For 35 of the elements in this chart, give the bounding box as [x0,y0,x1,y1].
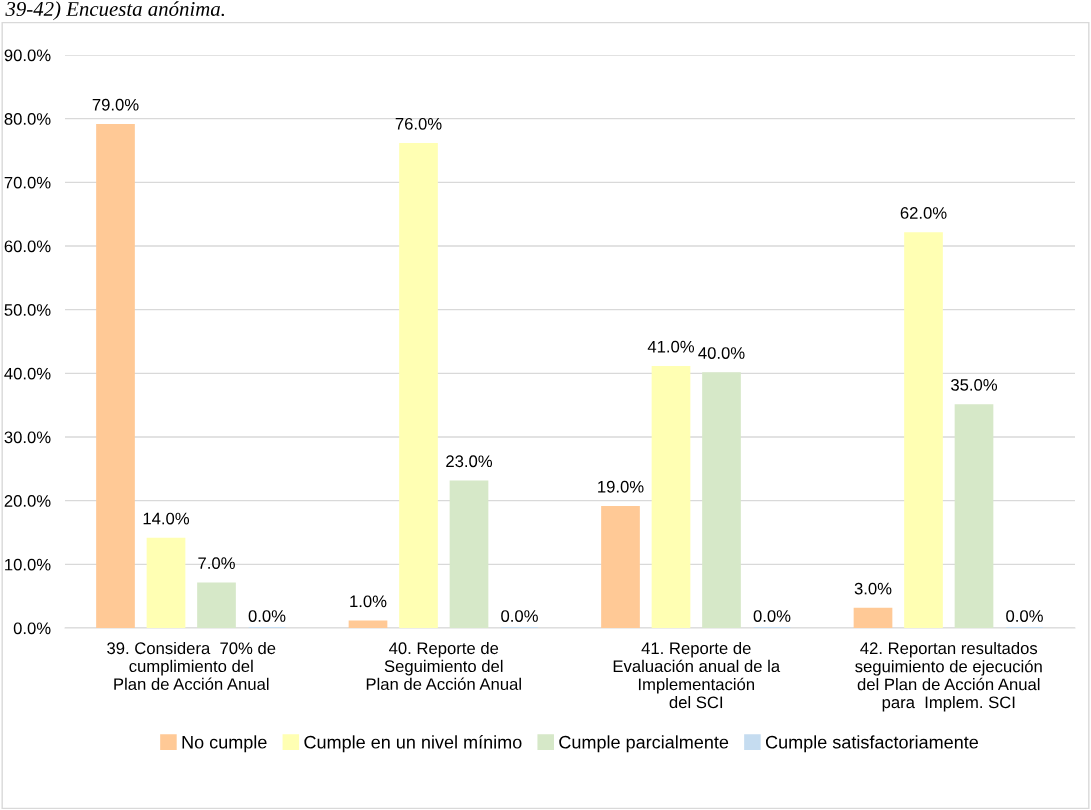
data-label: 7.0% [198,557,235,570]
data-label: 0.0% [248,610,286,622]
legend-label: Cumple satisfactoriamente [765,735,978,753]
x-tick-label: 42. Reportan resultados seguimiento de ejecución del Plan de Acción Anual para Implem. SCI [855,641,1042,712]
y-tick-label: 0.0% [13,622,51,635]
data-label: 3.0% [854,582,892,595]
data-label: 0.0% [1006,610,1043,622]
y-tick-label: 20.0% [4,495,51,507]
y-tick-label: 90.0% [4,49,51,62]
legend-label: No cumple [182,735,267,753]
data-label: 19.0% [598,480,644,493]
x-tick-label: 41. Reporte de Evaluación anual de la Implementación del SCI [613,641,781,709]
data-label: 23.0% [446,455,493,468]
y-tick-label: 30.0% [4,431,51,444]
y-tick-label: 70.0% [4,176,51,189]
y-tick-label: 60.0% [4,240,51,253]
y-tick-label: 10.0% [5,558,51,571]
data-label: 0.0% [501,610,538,622]
data-label: 40.0% [698,347,745,359]
legend-label: Cumple parcialmente [559,735,729,753]
data-label: 41.0% [647,340,695,353]
y-tick-label: 50.0% [4,304,51,316]
x-tick-label: 40. Reporte de Seguimiento del Plan de Acción Anual [366,641,521,691]
data-label: 79.0% [92,98,139,111]
y-tick-label: 80.0% [4,113,51,125]
data-label: 1.0% [350,595,387,608]
text: 39-42) Encuesta anónima. [5,1,225,21]
data-label: 62.0% [900,207,947,219]
data-label: 76.0% [395,117,442,130]
y-tick-label: 40.0% [4,367,51,380]
data-label: 14.0% [143,512,190,525]
legend-label: Cumple en un nivel mínimo [304,735,522,753]
data-label: 35.0% [951,378,998,391]
x-tick-label: 39. Considera 70% de cumplimiento del Plan de Acción Anual [107,641,276,691]
data-label: 0.0% [753,610,791,622]
